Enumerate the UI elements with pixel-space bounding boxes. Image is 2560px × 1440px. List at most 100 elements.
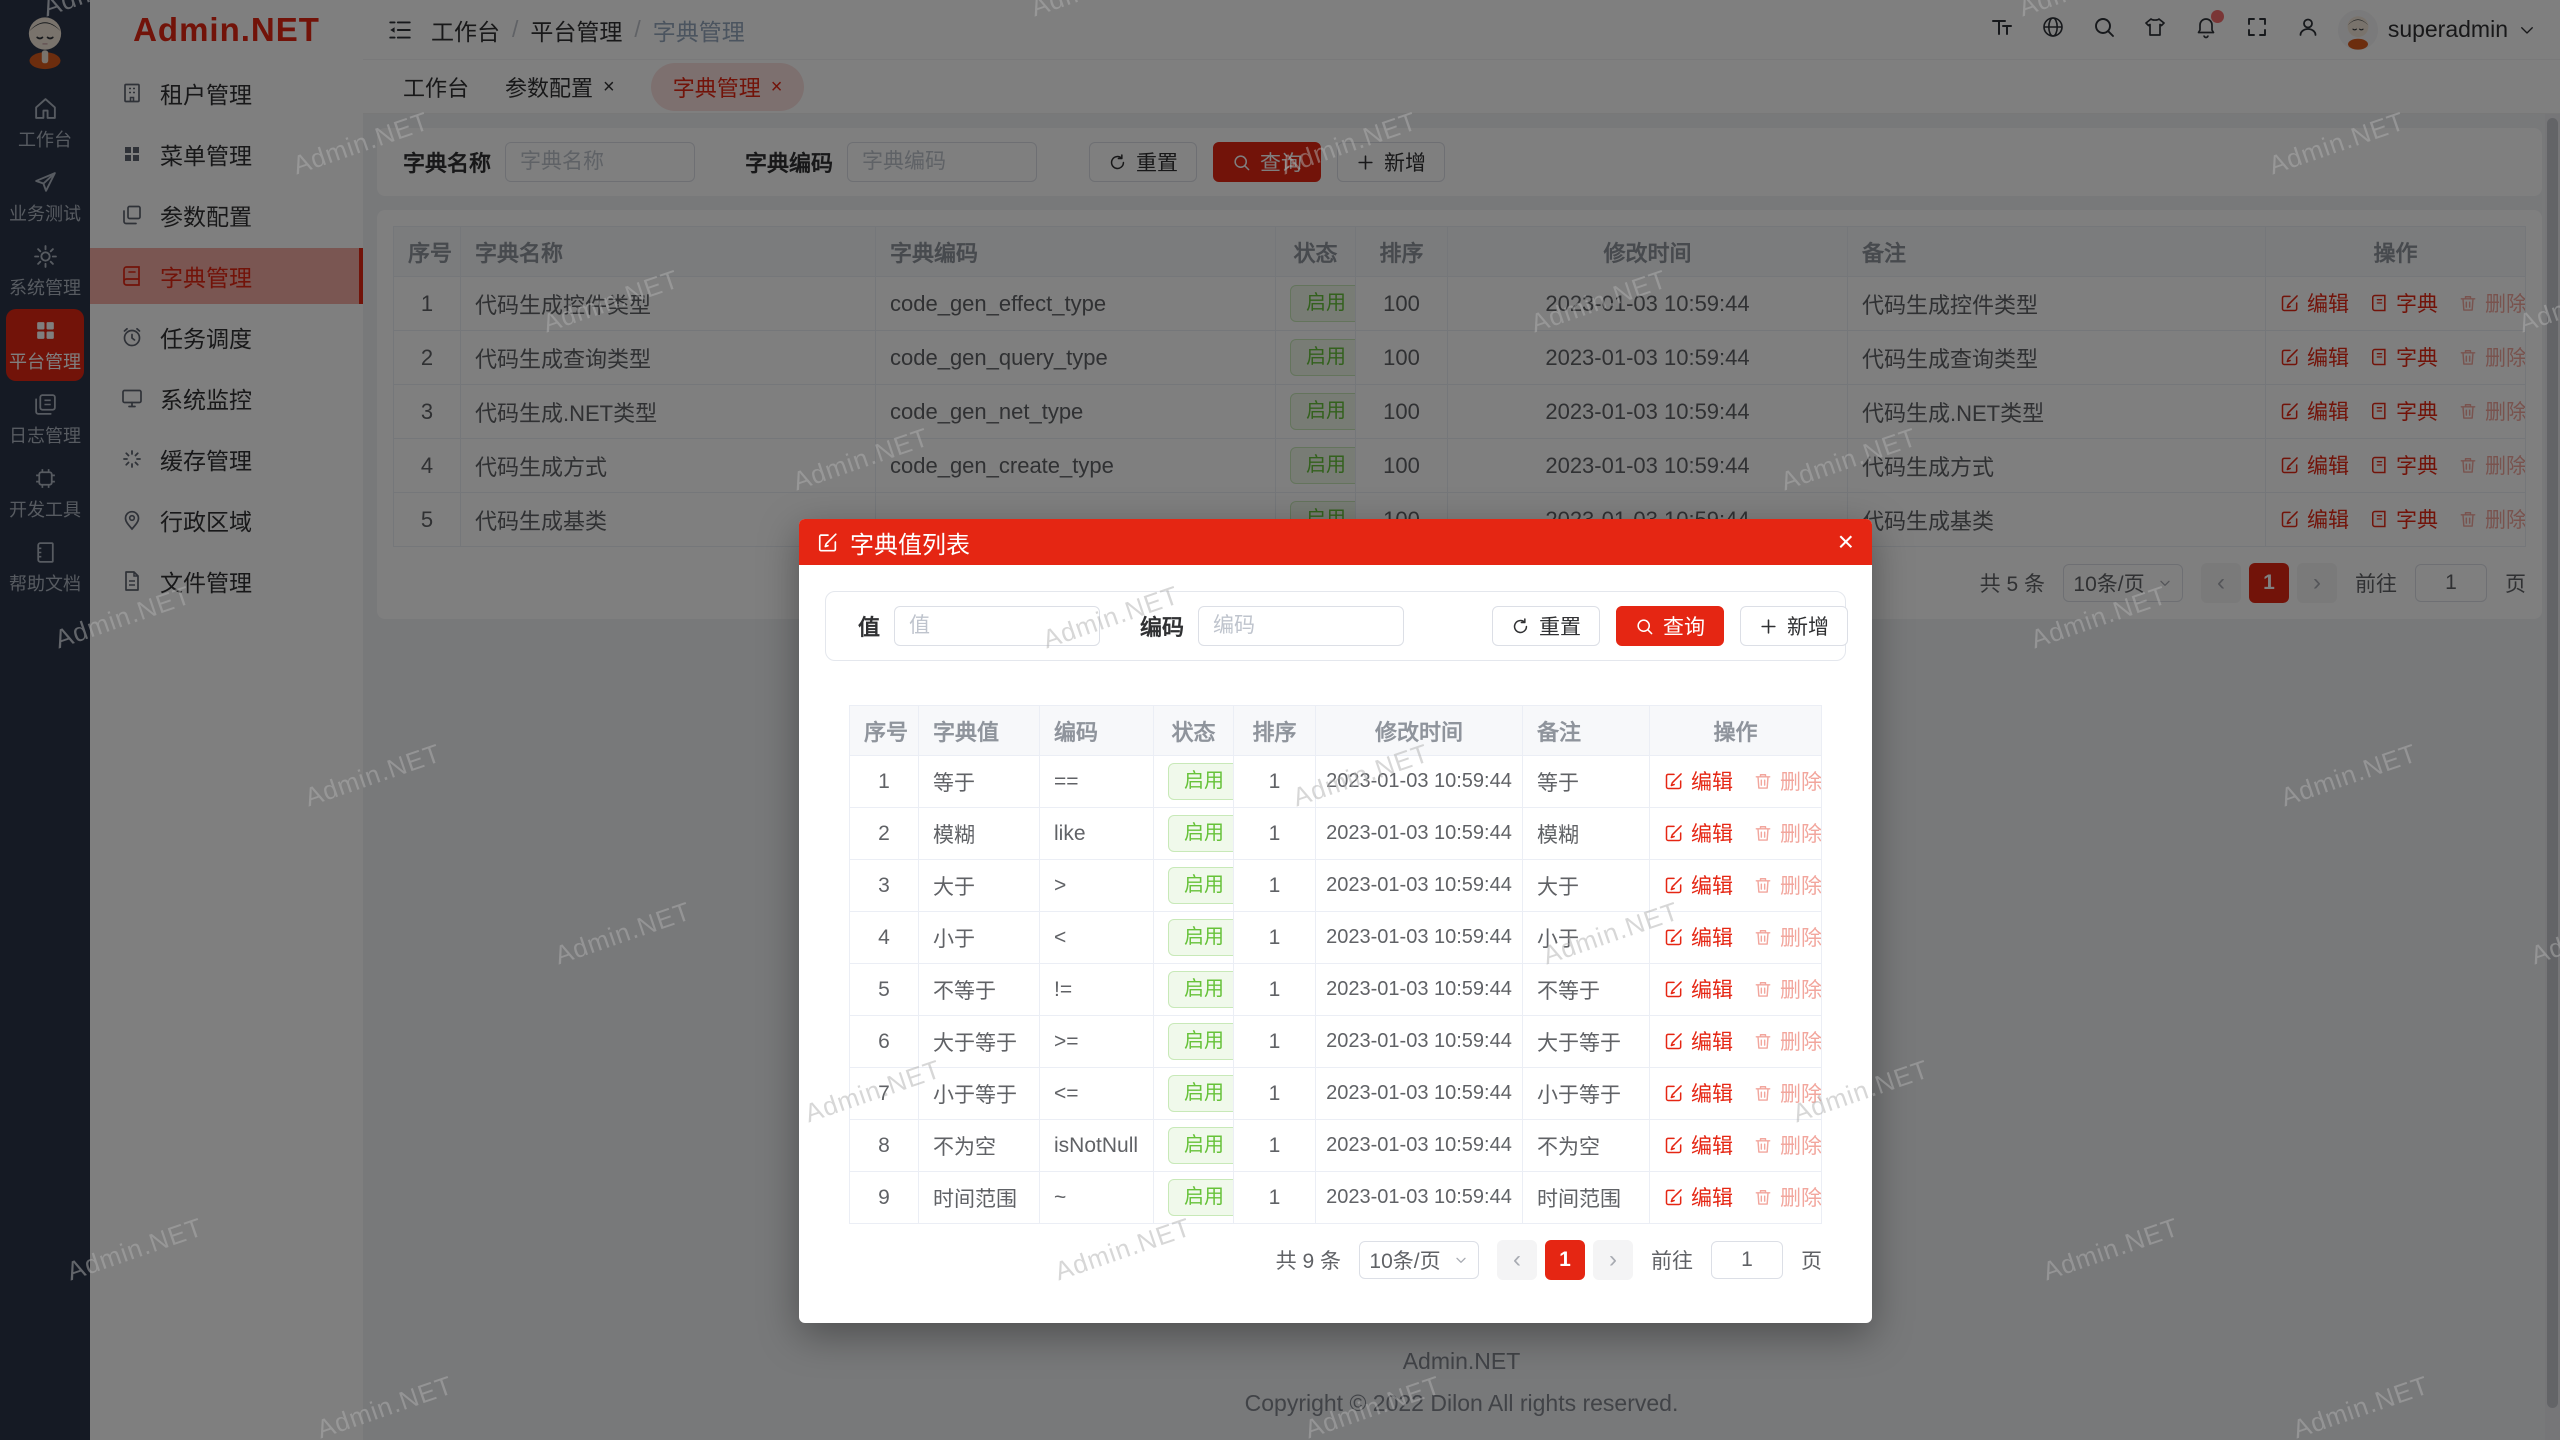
trash-icon [1753,1135,1773,1155]
column-header: 序号 [849,705,919,756]
column-header: 备注 [1522,705,1650,756]
cell-remark: 大于 [1522,859,1650,912]
cell-code: != [1039,963,1154,1016]
edit-button[interactable]: 编辑 [1664,1182,1733,1212]
search-button[interactable]: 查询 [1616,606,1725,646]
cell-value: 小于 [918,911,1040,964]
edit-icon [1664,771,1684,791]
status-tag: 启用 [1168,1127,1233,1164]
cell-time: 2023-01-03 10:59:44 [1315,859,1523,912]
filter-field-input[interactable] [894,606,1101,646]
edit-button-label: 编辑 [1691,1135,1733,1158]
delete-button-label: 删除 [1780,927,1822,950]
edit-button[interactable]: 编辑 [1664,922,1733,952]
cell-remark: 小于 [1522,911,1650,964]
edit-button[interactable]: 编辑 [1664,818,1733,848]
delete-button[interactable]: 删除 [1753,818,1822,848]
cell-time: 2023-01-03 10:59:44 [1315,1171,1523,1224]
trash-icon [1753,979,1773,999]
cell-sort: 1 [1233,1119,1316,1172]
page-number-button[interactable]: 1 [1545,1240,1585,1280]
cell-sort: 1 [1233,1067,1316,1120]
page-size-select[interactable]: 10条/页 [1359,1241,1479,1279]
reset-button[interactable]: 重置 [1492,606,1601,646]
cell-index: 3 [849,859,919,912]
edit-icon [1664,1031,1684,1051]
cell-sort: 1 [1233,911,1316,964]
goto-page-input[interactable] [1711,1241,1783,1279]
edit-button[interactable]: 编辑 [1664,1078,1733,1108]
cell-code: like [1039,807,1154,860]
delete-button[interactable]: 删除 [1753,974,1821,1004]
table-row: 1 等于 == 启用 1 2023-01-03 10:59:44 等于 编辑 删除 [849,755,1822,808]
table-row: 2 模糊 like 启用 1 2023-01-03 10:59:44 模糊 编辑 删除 [849,807,1822,860]
edit-square-icon [817,531,839,553]
cell-value: 等于 [918,755,1040,808]
cell-actions: 编辑 删除 [1649,1067,1822,1120]
cell-remark: 大于等于 [1522,1015,1650,1068]
cell-time: 2023-01-03 10:59:44 [1315,911,1523,964]
edit-button[interactable]: 编辑 [1664,766,1733,796]
cell-actions: 编辑 删除 [1649,755,1822,808]
add-button-label: 新增 [1787,616,1830,639]
cell-actions: 编辑 删除 [1649,1015,1822,1068]
next-page-button[interactable]: › [1593,1240,1633,1280]
cell-status: 启用 [1153,1171,1234,1224]
edit-button[interactable]: 编辑 [1664,870,1733,900]
column-header: 排序 [1233,705,1316,756]
cell-index: 4 [849,911,919,964]
delete-button[interactable]: 删除 [1753,1130,1821,1160]
column-header: 编码 [1039,705,1154,756]
cell-value: 大于等于 [918,1015,1040,1068]
add-button[interactable]: 新增 [1740,606,1849,646]
filter-field-input[interactable] [1198,606,1405,646]
delete-button-label: 删除 [1780,823,1822,846]
cell-status: 启用 [1153,755,1234,808]
cell-value: 不等于 [918,963,1040,1016]
goto-unit: 页 [1801,1250,1822,1273]
close-icon[interactable]: × [1837,526,1854,557]
trash-icon [1753,927,1773,947]
delete-button[interactable]: 删除 [1753,1078,1821,1108]
column-header: 字典值 [918,705,1040,756]
edit-button-label: 编辑 [1691,1083,1733,1106]
cell-index: 1 [849,755,919,808]
cell-code: == [1039,755,1154,808]
cell-status: 启用 [1153,963,1234,1016]
cell-status: 启用 [1153,807,1234,860]
cell-actions: 编辑 删除 [1649,1119,1822,1172]
edit-button[interactable]: 编辑 [1664,1130,1733,1160]
page-size-label: 10条/页 [1369,1250,1441,1273]
column-header: 修改时间 [1315,705,1523,756]
table-row: 4 小于 < 启用 1 2023-01-03 10:59:44 小于 编辑 删除 [849,911,1822,964]
cell-index: 7 [849,1067,919,1120]
cell-remark: 模糊 [1522,807,1650,860]
cell-sort: 1 [1233,859,1316,912]
goto-label: 前往 [1651,1250,1693,1273]
delete-button[interactable]: 删除 [1753,922,1822,952]
cell-time: 2023-01-03 10:59:44 [1315,963,1523,1016]
edit-button[interactable]: 编辑 [1664,1026,1733,1056]
edit-icon [1664,823,1684,843]
table-row: 9 时间范围 ~ 启用 1 2023-01-03 10:59:44 时间范围 编辑 删除 [849,1171,1822,1224]
cell-status: 启用 [1153,1067,1234,1120]
cell-value: 模糊 [918,807,1040,860]
cell-index: 9 [849,1171,919,1224]
edit-button-label: 编辑 [1691,1031,1733,1054]
delete-button[interactable]: 删除 [1753,766,1821,796]
dict-value-dialog: 字典值列表 × 值编码重置查询新增 序号字典值编码状态排序修改时间备注操作1等于… [799,519,1872,1323]
edit-button-label: 编辑 [1691,927,1733,950]
prev-page-button[interactable]: ‹ [1497,1240,1537,1280]
dialog-title: 字典值列表 [850,531,970,559]
cell-code: < [1039,911,1154,964]
delete-button[interactable]: 删除 [1753,1026,1821,1056]
delete-button[interactable]: 删除 [1753,1182,1821,1212]
cell-actions: 编辑 删除 [1649,807,1822,860]
edit-icon [1664,875,1684,895]
delete-button[interactable]: 删除 [1753,870,1821,900]
cell-sort: 1 [1233,807,1316,860]
edit-button[interactable]: 编辑 [1664,974,1733,1004]
cell-status: 启用 [1153,859,1234,912]
edit-icon [1664,979,1684,999]
cell-index: 2 [849,807,919,860]
